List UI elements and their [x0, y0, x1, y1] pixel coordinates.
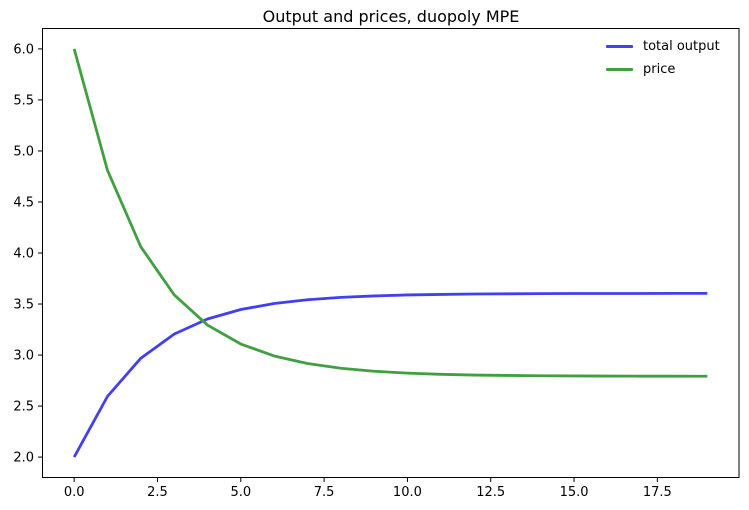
- x-tick-label: 15.0: [560, 485, 589, 500]
- legend-handle-price: [606, 67, 633, 71]
- y-tick-label: 5.0: [13, 144, 34, 159]
- x-tick-label: 2.5: [147, 485, 168, 500]
- legend-entry-total-output: total output: [606, 39, 720, 55]
- x-tick-label: 10.0: [393, 485, 422, 500]
- line-total-output: [72, 292, 708, 458]
- x-tick-label: 12.5: [476, 485, 505, 500]
- chart-title: Output and prices, duopoly MPE: [262, 7, 520, 26]
- legend-label-total-output: total output: [643, 39, 720, 54]
- legend-handle-total-output: [606, 45, 633, 49]
- line-price: [72, 48, 708, 378]
- y-tick-label: 3.5: [13, 298, 34, 313]
- y-tick-label: 5.5: [13, 93, 34, 108]
- y-tick-label: 2.5: [13, 400, 34, 415]
- y-tick-label: 3.0: [13, 349, 34, 364]
- x-tick-label: 5.0: [230, 485, 251, 500]
- x-tick-label: 0.0: [64, 485, 85, 500]
- x-tick-label: 7.5: [314, 485, 335, 500]
- legend-label-price: price: [643, 61, 676, 77]
- legend-entry-price: price: [606, 62, 720, 78]
- y-tick-label: 4.5: [13, 195, 34, 210]
- y-tick-label: 2.0: [13, 451, 34, 466]
- x-tick-label: 17.5: [643, 485, 672, 500]
- y-tick-label: 4.0: [13, 247, 34, 262]
- legend: total output price: [606, 39, 720, 77]
- y-tick-label: 6.0: [13, 42, 34, 57]
